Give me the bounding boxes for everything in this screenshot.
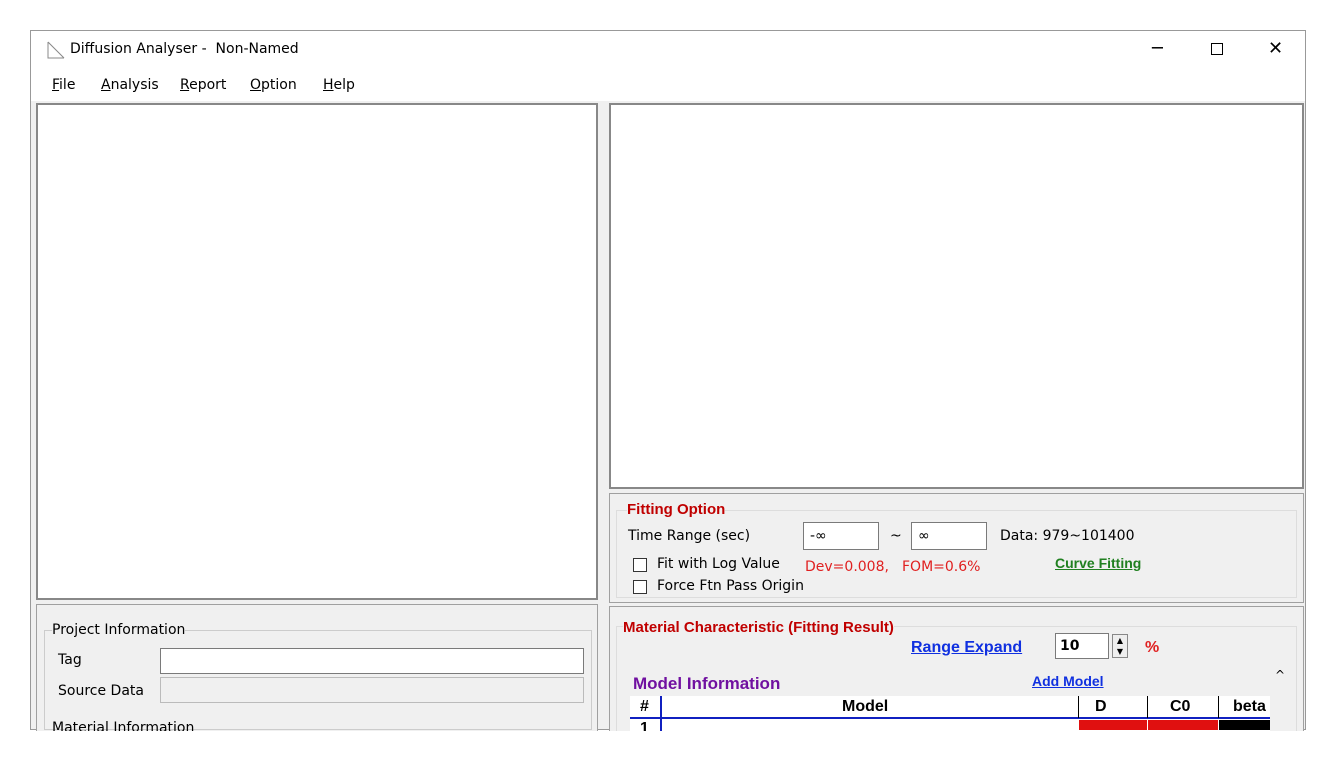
column-header: # [640,698,649,715]
cell [1079,720,1147,730]
group-title: Fitting Option [627,501,726,518]
from-input[interactable]: -∞ [803,522,879,550]
percent: % [1145,639,1160,656]
close[interactable]: ✕ [1268,38,1284,59]
to-input[interactable]: ∞ [911,522,987,550]
maximize[interactable] [1211,43,1223,55]
minimize[interactable]: ─ [1152,38,1163,59]
fom: FOM=0.6% [902,559,981,575]
checkbox[interactable] [633,580,647,594]
title-bar [31,31,1305,101]
label: Fit with Log Value [657,556,780,572]
label: Force Ftn Pass Origin [657,578,804,594]
group-title: Material Characteristic (Fitting Result) [623,619,894,636]
cell [1148,720,1218,730]
app-icon: 2000020000400004000060000600008000080000… [47,41,65,59]
label: Time Range (sec) [628,528,751,544]
scrollbar[interactable]: ^ [1270,668,1290,730]
menu-item[interactable]: Analysis [101,77,159,93]
menu-item[interactable]: Help [323,77,355,93]
table-rule [1147,696,1148,718]
label: Tag [58,652,82,668]
window-title: Diffusion Analyser - Non-Named [70,41,299,57]
table-rule [630,717,1270,719]
group-title: Project Information [52,622,186,638]
column-header: Model [842,698,889,715]
column-header: beta [1233,698,1266,715]
label: Source Data [58,683,144,699]
table-rule [1218,696,1219,718]
dev: Dev=0.008, [805,559,889,575]
menu-item[interactable]: Report [180,77,227,93]
add-model-link[interactable]: Add Model [1032,673,1104,689]
group-box [616,510,1297,598]
label: ~ [890,528,902,544]
table-rule [1078,696,1079,718]
left-chart-panel [36,103,598,600]
tag-input[interactable] [160,648,584,674]
cut-area [0,731,1336,760]
column-header: C0 [1170,698,1191,715]
checkbox[interactable] [633,558,647,572]
range-input[interactable]: 10 [1055,633,1109,659]
cell [1219,720,1270,730]
column-header: D [1095,698,1107,715]
table-rule [660,696,662,736]
section-title: Model Information [633,674,781,693]
range-expand-link[interactable]: Range Expand [911,639,1023,656]
curve-fitting-link[interactable]: Curve Fitting [1055,555,1142,571]
spinner[interactable]: ▲ ▼ [1112,634,1128,658]
row-index: 1 [640,720,649,737]
right-chart-panel [609,103,1304,489]
group-box [44,630,592,730]
menu-item[interactable]: File [52,77,76,93]
source-input [160,677,584,703]
data-range: Data: 979~101400 [1000,528,1135,544]
menu-item[interactable]: Option [250,77,297,93]
